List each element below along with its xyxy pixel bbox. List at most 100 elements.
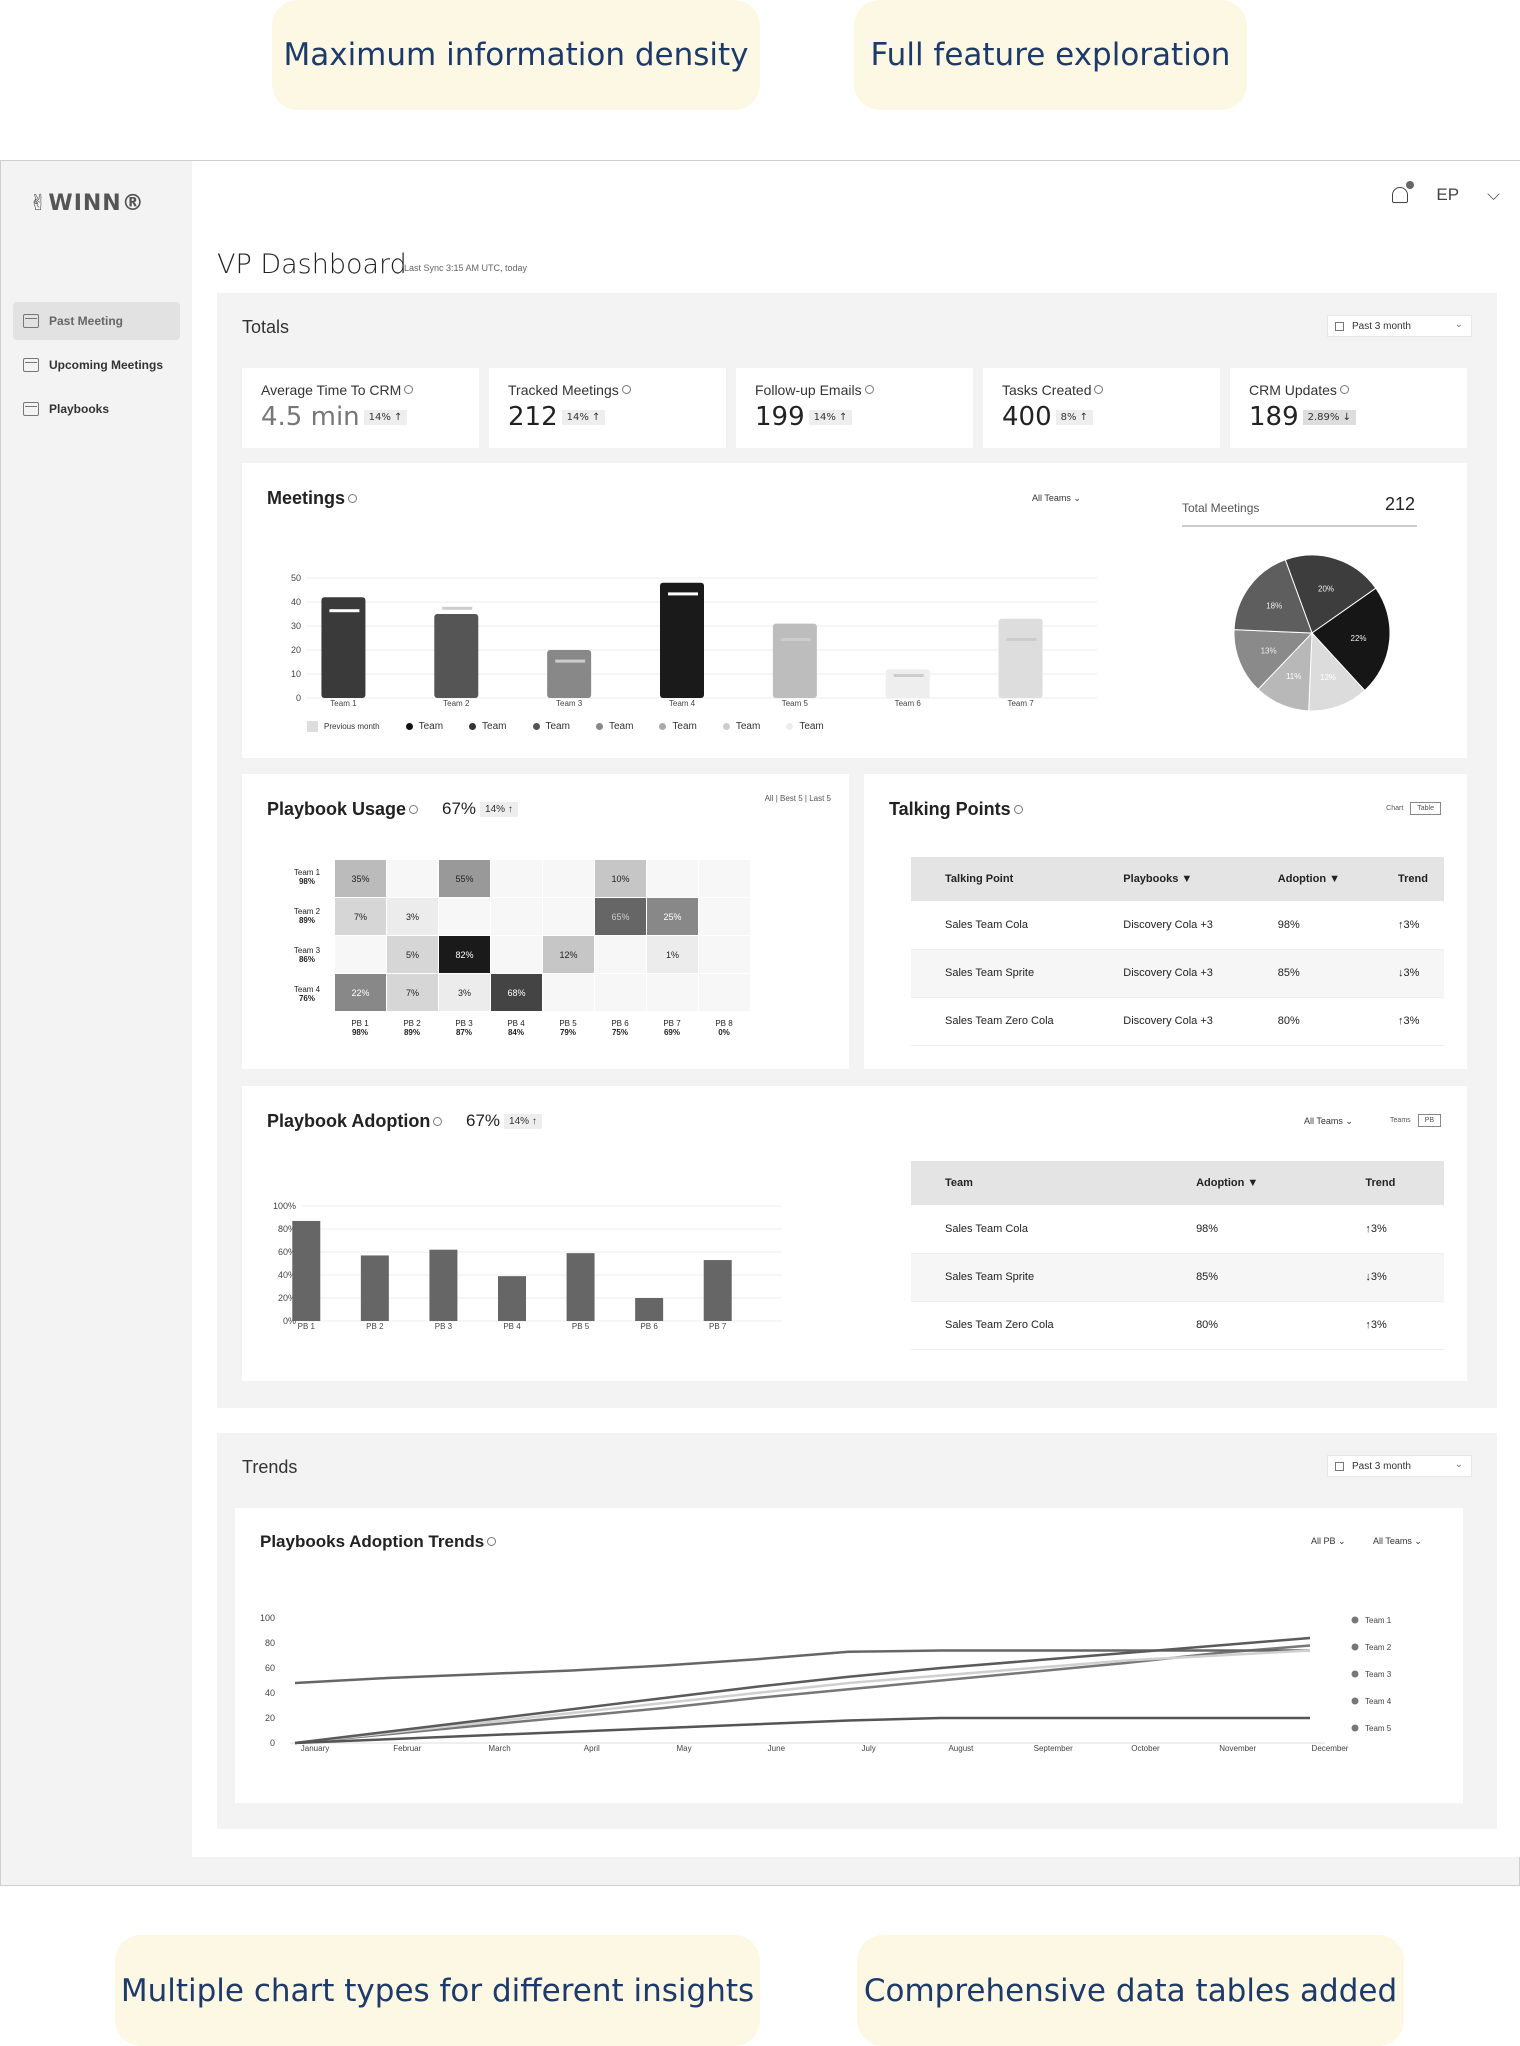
heatmap-cell[interactable]: 5% [386,935,439,974]
heatmap-cell[interactable]: 3% [386,897,439,936]
table-cell: ↓3% [1331,1253,1444,1302]
info-icon[interactable] [433,1117,443,1126]
playbook-usage-card: Playbook Usage 67% 14% ↑ All | Best 5 | L… [242,774,849,1069]
info-icon[interactable] [487,1537,497,1546]
sidebar-item-playbooks[interactable]: Playbooks [13,390,180,428]
month-label: August [948,1744,974,1753]
heatmap-cell[interactable] [542,859,595,898]
heatmap-cell[interactable] [594,935,647,974]
heatmap-cell[interactable]: 7% [386,973,439,1012]
user-initials[interactable]: EP [1436,185,1460,204]
heatmap-cell[interactable] [490,859,543,898]
toggle-chart[interactable]: Chart [1386,805,1404,812]
heatmap-cell[interactable] [594,973,647,1012]
heatmap-cell[interactable]: 65% [594,897,647,936]
heatmap-cell[interactable]: 55% [438,859,491,898]
date-range-dropdown[interactable]: Past 3 month ⌄ [1327,315,1472,337]
sidebar-item-upcoming-meetings[interactable]: Upcoming Meetings [13,346,180,384]
heatmap-cell[interactable]: 12% [542,935,595,974]
heatmap-cell[interactable]: 1% [646,935,699,974]
heatmap-cell[interactable]: 10% [594,859,647,898]
tick-label: 0 [296,693,301,703]
heatmap-cell[interactable] [490,897,543,936]
category-label: PB 4 [503,1322,521,1331]
column-header[interactable]: Talking Point [911,857,1090,901]
heatmap-cell[interactable] [542,973,595,1012]
teams-dropdown[interactable]: All Teams ⌄ [1304,1116,1353,1126]
category-label: Team 2 [443,699,470,708]
table-row[interactable]: Sales Team Sprite 85% ↓3% [911,1253,1444,1302]
heatmap-cell[interactable] [490,935,543,974]
info-icon[interactable] [864,385,874,394]
bar [547,650,592,698]
toggle-pb[interactable]: PB [1417,1114,1441,1127]
toggle-table[interactable]: Table [1410,802,1441,815]
heatmap-cell[interactable]: 22% [334,973,387,1012]
info-icon[interactable] [1013,805,1023,814]
last-sync: Last Sync 3:15 AM UTC, today [404,263,528,273]
table-cell: 80% [1243,997,1365,1046]
dropdown-value: Past 3 month [1352,320,1411,332]
heatmap-cell[interactable]: 7% [334,897,387,936]
previous-month-marker [555,659,586,663]
heatmap-cell[interactable] [698,973,751,1012]
chart-table-toggle[interactable]: Chart Table [1379,802,1441,815]
table-row[interactable]: Sales Team Zero Cola 80% ↑3% [911,1301,1444,1350]
heatmap-cell[interactable]: 68% [490,973,543,1012]
info-icon[interactable] [409,805,419,814]
heatmap-cell[interactable] [698,935,751,974]
dropdown-value: All Teams [1032,493,1071,503]
kpi-label: Tracked Meetings [508,382,619,398]
table-row[interactable]: Sales Team Sprite Discovery Cola +3 85% ↓3% [911,949,1444,998]
adoption-bar-chart: 0% 20% 40% 60% 80% 100% PB 1 PB 2 PB 3 PB 4 PB 5 PB… [273,1201,782,1331]
table-cell: 85% [1243,949,1365,998]
table-cell: Sales Team Zero Cola [911,997,1090,1046]
column-header[interactable]: Team [911,1161,1163,1205]
col-percent: 89% [403,1028,420,1037]
teams-dropdown[interactable]: All Teams ⌄ [1032,493,1081,503]
bar [360,1255,389,1321]
teams-pb-toggle[interactable]: Teams PB [1383,1114,1441,1127]
info-icon[interactable] [621,385,631,394]
heatmap-cell[interactable]: 25% [646,897,699,936]
heatmap-cell[interactable] [698,859,751,898]
table-header-row: Team Adoption ▼ Trend [911,1161,1444,1205]
table-row[interactable]: Sales Team Cola 98% ↑3% [911,1205,1444,1254]
info-icon[interactable] [1094,385,1104,394]
column-header[interactable]: Trend [1331,1161,1444,1205]
dropdown-value: All Teams [1373,1536,1412,1546]
heatmap-cell[interactable]: 82% [438,935,491,974]
heatmap-cell[interactable] [334,935,387,974]
table-row[interactable]: Sales Team Cola Discovery Cola +3 98% ↑3% [911,901,1444,950]
category-label: PB 1 [298,1322,316,1331]
toggle-teams[interactable]: Teams [1390,1117,1411,1124]
heatmap-cell[interactable]: 3% [438,973,491,1012]
info-icon[interactable] [404,385,414,394]
heatmap-cell[interactable] [646,973,699,1012]
info-icon[interactable] [1339,385,1349,394]
heatmap-cell[interactable] [438,897,491,936]
heatmap-cell[interactable]: 35% [334,859,387,898]
bell-icon[interactable] [1392,181,1415,203]
sidebar-item-past-meeting[interactable]: Past Meeting [13,302,180,340]
column-header[interactable]: Trend [1364,857,1444,901]
pb-dropdown[interactable]: All PB ⌄ [1311,1536,1346,1546]
teams-dropdown[interactable]: All Teams ⌄ [1373,1536,1422,1546]
bar [498,1276,526,1321]
column-header[interactable]: Adoption ▼ [1243,857,1365,901]
column-header[interactable]: Playbooks ▼ [1089,857,1244,901]
col-name: PB 8 [715,1019,733,1028]
info-icon[interactable] [348,494,358,503]
date-range-dropdown[interactable]: Past 3 month ⌄ [1327,1455,1472,1477]
bar [321,597,366,698]
chevron-down-icon[interactable]: ⌵ [1487,185,1500,204]
table-row[interactable]: Sales Team Zero Cola Discovery Cola +3 80%… [911,997,1444,1046]
heatmap-cell[interactable] [698,897,751,936]
heatmap-cell[interactable] [542,897,595,936]
heatmap-cell[interactable] [386,859,439,898]
usage-filter[interactable]: All | Best 5 | Last 5 [764,794,831,803]
playbook-adoption-card: Playbook Adoption 67% 14% ↑ All Teams ⌄ T… [242,1086,1467,1381]
heatmap-col-label: PB 7 69% [646,1019,698,1037]
heatmap-cell[interactable] [646,859,699,898]
column-header[interactable]: Adoption ▼ [1162,1161,1332,1205]
